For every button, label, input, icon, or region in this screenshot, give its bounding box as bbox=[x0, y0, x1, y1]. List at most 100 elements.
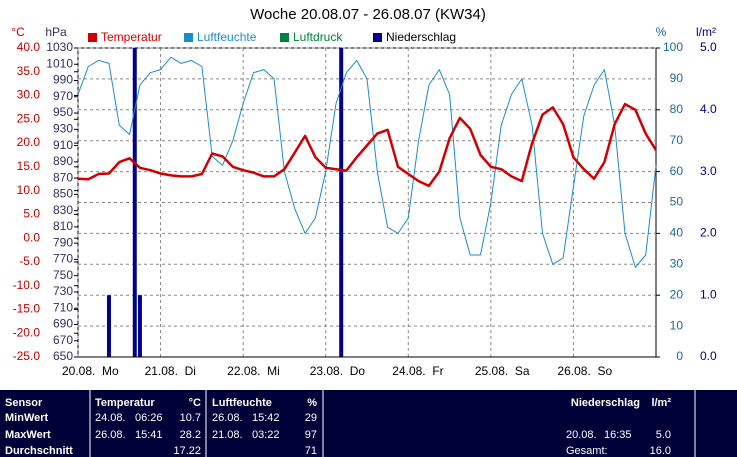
yticks-label: 20.0 bbox=[17, 135, 41, 149]
cell: Gesamt: bbox=[566, 445, 608, 457]
cell: 26.08. bbox=[95, 429, 126, 441]
y4ticks-label: 4.0 bbox=[700, 102, 717, 116]
chart-title: Woche 20.08.07 - 26.08.07 (KW34) bbox=[250, 6, 486, 23]
y2ticks-label: 910 bbox=[53, 138, 73, 152]
y4ticks-label: 0.0 bbox=[700, 349, 717, 363]
y3-axis-unit: % bbox=[656, 25, 667, 39]
table-header: °C bbox=[189, 397, 201, 409]
legend-label: Temperatur bbox=[101, 30, 162, 44]
y3-tick-label: 80 bbox=[670, 102, 684, 116]
cell: 17.22 bbox=[173, 445, 201, 457]
yticks-label: -10.0 bbox=[13, 278, 41, 292]
yticks-label: 5.0 bbox=[23, 207, 40, 221]
legend-swatch bbox=[184, 33, 193, 42]
y3-tick-label: 10 bbox=[670, 318, 684, 332]
cell: 5.0 bbox=[656, 429, 671, 441]
table-header: Luftfeuchte bbox=[212, 397, 272, 409]
cell: 10.7 bbox=[180, 412, 201, 424]
cell: 03:22 bbox=[252, 429, 280, 441]
cell: 20.08. bbox=[566, 429, 597, 441]
y2ticks-label: 750 bbox=[53, 268, 73, 282]
cell: 21.08. bbox=[212, 429, 243, 441]
y2ticks-label: 710 bbox=[53, 300, 73, 314]
x-tick-label: 23.08. Do bbox=[310, 364, 366, 378]
cell: 71 bbox=[305, 445, 317, 457]
y3-tick-label: 70 bbox=[670, 133, 684, 147]
x-tick-label: 26.08. So bbox=[557, 364, 612, 378]
rain-bar bbox=[137, 295, 142, 357]
y4ticks-label: 3.0 bbox=[700, 164, 717, 178]
yticks-label: -20.0 bbox=[13, 325, 41, 339]
y4-axis-unit: l/m² bbox=[696, 25, 716, 39]
y2ticks-label: 870 bbox=[53, 170, 73, 184]
table-header: Sensor bbox=[5, 397, 43, 409]
x-tick-label: 21.08. Di bbox=[145, 364, 196, 378]
y2ticks-label: 650 bbox=[53, 349, 73, 363]
row-label: Durchschnitt bbox=[5, 445, 73, 457]
y4ticks-label: 1.0 bbox=[700, 287, 717, 301]
series-line bbox=[77, 102, 658, 188]
y2ticks-label: 930 bbox=[53, 121, 73, 135]
summary-table: Sensor Temperatur °C Luftfeuchte % Niede… bbox=[0, 390, 737, 457]
rain-bar bbox=[106, 295, 111, 357]
y2ticks-label: 810 bbox=[53, 219, 73, 233]
table-header: Niederschlag bbox=[571, 397, 640, 409]
y4ticks-label: 2.0 bbox=[700, 226, 717, 240]
y2ticks-label: 950 bbox=[53, 105, 73, 119]
y-axis-unit: °C bbox=[11, 25, 25, 39]
legend-label: Luftfeuchte bbox=[197, 30, 257, 44]
x-tick-label: 22.08. Mi bbox=[227, 364, 280, 378]
y2ticks-label: 830 bbox=[53, 203, 73, 217]
y2ticks-label: 670 bbox=[53, 333, 73, 347]
yticks-label: -15.0 bbox=[13, 302, 41, 316]
y3-tick-label: 0 bbox=[676, 349, 683, 363]
legend-label: Niederschlag bbox=[386, 30, 456, 44]
yticks-label: 0.0 bbox=[23, 230, 40, 244]
row-label: MinWert bbox=[5, 412, 49, 424]
y3-tick-label: 50 bbox=[670, 195, 684, 209]
y2ticks-label: 790 bbox=[53, 235, 73, 249]
cell: 15:42 bbox=[252, 412, 280, 424]
legend-swatch bbox=[373, 33, 382, 42]
y2ticks-label: 1010 bbox=[46, 56, 73, 70]
table-header: % bbox=[307, 397, 317, 409]
table-header: Temperatur bbox=[95, 397, 155, 409]
y3-tick-label: 100 bbox=[663, 40, 683, 54]
y2ticks-label: 1030 bbox=[46, 40, 73, 54]
cell: 06:26 bbox=[135, 412, 163, 424]
yticks-label: -25.0 bbox=[13, 349, 41, 363]
y3-tick-label: 20 bbox=[670, 287, 684, 301]
y3-tick-label: 90 bbox=[670, 71, 684, 85]
cell: 15:41 bbox=[135, 429, 163, 441]
y4ticks-label: 5.0 bbox=[700, 40, 717, 54]
y2ticks-label: 690 bbox=[53, 317, 73, 331]
table-background bbox=[0, 390, 737, 457]
y3-tick-label: 60 bbox=[670, 164, 684, 178]
y3-tick-label: 30 bbox=[670, 256, 684, 270]
cell: 16:35 bbox=[604, 429, 632, 441]
cell: 28.2 bbox=[180, 429, 201, 441]
x-tick-label: 24.08. Fr bbox=[392, 364, 443, 378]
yticks-label: -5.0 bbox=[19, 254, 40, 268]
yticks-label: 40.0 bbox=[17, 40, 41, 54]
row-label: MaxWert bbox=[5, 429, 51, 441]
yticks-label: 30.0 bbox=[17, 88, 41, 102]
rain-bar bbox=[132, 48, 137, 357]
cell: 29 bbox=[305, 412, 317, 424]
x-tick-label: 20.08. Mo bbox=[62, 364, 119, 378]
plot: 20.08. Mo 21.08. Di 22.08. Mi 23.08. Do 24.0… bbox=[13, 40, 717, 378]
y2ticks-label: 850 bbox=[53, 187, 73, 201]
x-tick-label: 25.08. Sa bbox=[475, 364, 530, 378]
y2ticks-label: 990 bbox=[53, 73, 73, 87]
rain-bar bbox=[339, 48, 344, 357]
y3-tick-label: 40 bbox=[670, 226, 684, 240]
yticks-label: 10.0 bbox=[17, 183, 41, 197]
cell: 97 bbox=[305, 429, 317, 441]
legend-swatch bbox=[88, 33, 97, 42]
cell: 24.08. bbox=[95, 412, 126, 424]
cell: 26.08. bbox=[212, 412, 243, 424]
legend-swatch bbox=[280, 33, 289, 42]
yticks-label: 15.0 bbox=[17, 159, 41, 173]
y2ticks-label: 770 bbox=[53, 252, 73, 266]
